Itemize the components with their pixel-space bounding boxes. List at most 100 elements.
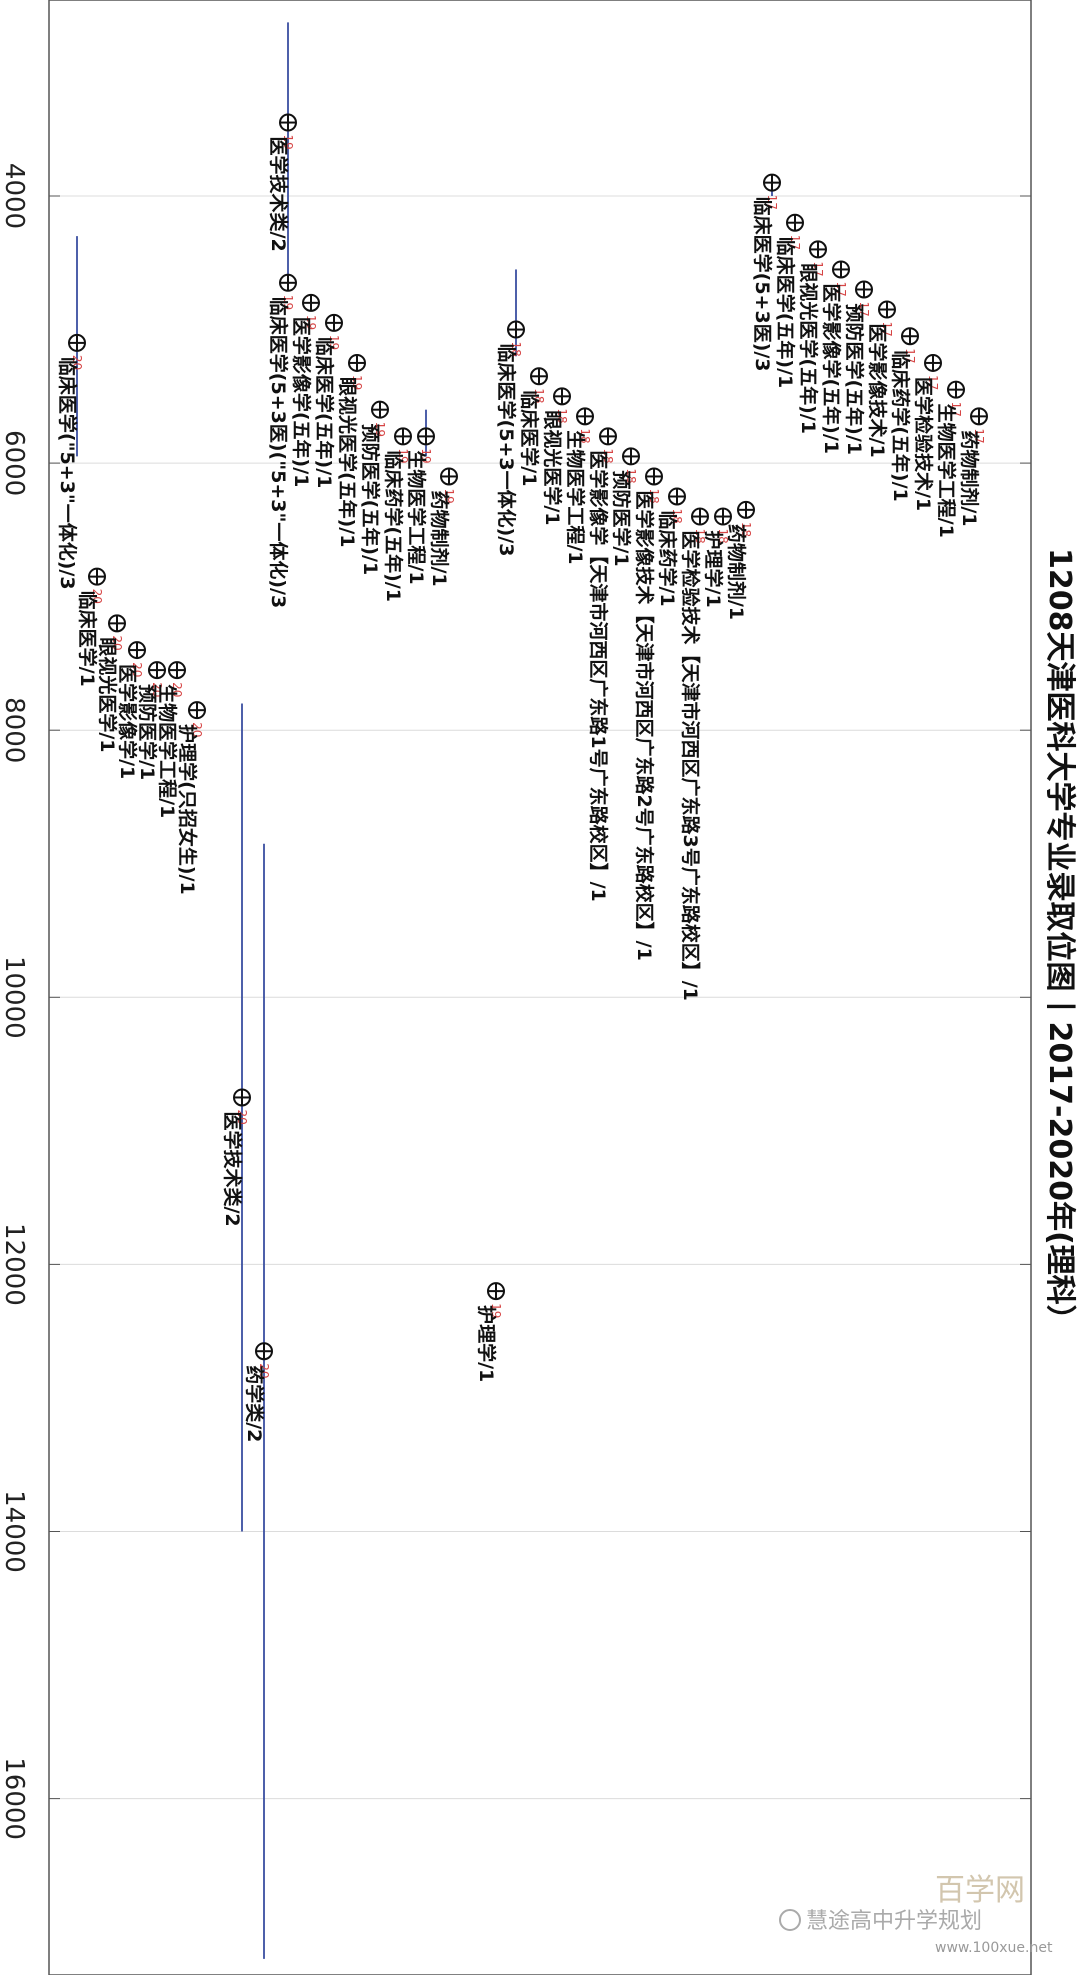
point-label: 医学影像学(五年)/1 [290, 317, 313, 488]
point-label: 临床医学("5+3"一体化)/3 [56, 357, 79, 590]
chart-title-group: 1208天津医科大学专业录取位图丨2017-2020年(理科） [1042, 548, 1077, 1335]
point-label: 生物医学工程/1 [935, 404, 958, 538]
point-label: 医学影像学/1 [116, 664, 139, 779]
point-label: 临床医学/1 [518, 390, 541, 486]
year-label: 19 [327, 335, 341, 350]
watermark-brand: 百学网 [935, 1873, 1025, 1908]
year-label: 18 [693, 529, 707, 544]
x-axis-ticks: 4000 6000 8000 10000 12000 14000 16000 [0, 163, 1031, 1840]
point-label: 药物制剂/1 [428, 490, 451, 586]
point-label: 护理学/1 [475, 1305, 498, 1382]
point-label: 临床药学(五年)/1 [382, 450, 405, 602]
point-label: 临床医学(5+3医)("5+3"一体化)/3 [267, 297, 290, 608]
chart-title: 1208天津医科大学专业录取位图丨2017-2020年(理科） [1042, 548, 1077, 1335]
year-label: 19 [442, 488, 456, 503]
range-lines [76, 22, 773, 1959]
year-label: 20 [110, 635, 124, 650]
point-label: 临床医学(5+3一体化)/3 [495, 344, 518, 557]
year-label: 20 [190, 722, 204, 737]
year-label: 20 [70, 355, 84, 370]
point-label: 生物医学工程/1 [405, 450, 428, 584]
year-label: 20 [130, 662, 144, 677]
year-label: 18 [670, 508, 684, 523]
year-label: 18 [647, 488, 661, 503]
point-label: 临床医学/1 [76, 591, 99, 687]
point-label: 护理学/1 [702, 531, 725, 608]
point-label: 护理学(只招女生)/1 [176, 724, 199, 895]
year-label: 20 [170, 682, 184, 697]
tick-label: 12000 [0, 1223, 29, 1306]
year-label: 18 [624, 468, 638, 483]
point-label: 医学影像技术/1 [866, 324, 889, 458]
year-label: 18 [532, 388, 546, 403]
year-label: 17 [765, 195, 779, 210]
year-label: 19 [396, 448, 410, 463]
point-label: 临床药学(五年)/1 [889, 350, 912, 502]
tick-label: 14000 [0, 1490, 29, 1573]
year-label: 20 [150, 682, 164, 697]
point-label: 眼视光医学/1 [96, 637, 119, 752]
point-label: 医学影像学【天津市河西区广东路1号广东路校区】/1 [587, 450, 610, 901]
point-label: 预防医学/1 [610, 470, 633, 566]
year-label: 19 [281, 295, 295, 310]
point-label: 临床医学(五年)/1 [313, 337, 336, 489]
point-label: 医学技术类/2 [221, 1111, 244, 1226]
tick-label: 10000 [0, 956, 29, 1039]
tick-label: 6000 [0, 430, 29, 496]
year-label: 17 [834, 281, 848, 296]
year-label: 18 [555, 408, 569, 423]
year-label: 20 [235, 1109, 249, 1124]
year-label: 18 [509, 342, 523, 357]
point-label: 医学影像技术【天津市河西区广东路2号广东路校区】/1 [633, 490, 656, 960]
point-label: 眼视光医学(五年)/1 [797, 263, 820, 434]
year-label: 18 [716, 529, 730, 544]
point-label: 临床医学(五年)/1 [774, 237, 797, 389]
year-label: 17 [926, 375, 940, 390]
year-label: 17 [788, 235, 802, 250]
point-label: 临床药学/1 [656, 510, 679, 606]
grid-lines [49, 195, 1031, 1800]
point-label: 预防医学/1 [136, 684, 159, 780]
wechat-icon [779, 1909, 801, 1931]
year-label: 18 [739, 522, 753, 537]
year-label: 19 [373, 422, 387, 437]
year-label: 17 [949, 402, 963, 417]
year-label: 17 [903, 348, 917, 363]
plot-frame [48, 0, 1032, 1975]
watermark: 慧途高中升学规划 百学网 www.100xue.net [779, 1873, 1053, 1956]
point-label: 医学检验技术/1 [912, 377, 935, 511]
point-label: 药物制剂/1 [958, 430, 981, 526]
point-label: 医学技术类/2 [267, 137, 290, 252]
year-label: 17 [811, 261, 825, 276]
point-label: 生物医学工程/1 [564, 430, 587, 564]
